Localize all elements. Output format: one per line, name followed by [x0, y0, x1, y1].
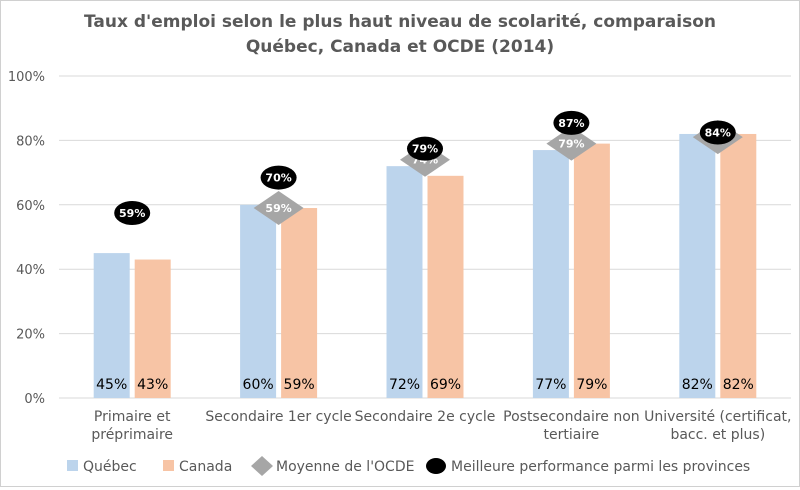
- bar-quebec: [386, 166, 423, 398]
- bar-value-label: 59%: [284, 377, 315, 393]
- y-tick-label: 0%: [24, 392, 45, 407]
- x-category-label: tertiaire: [544, 427, 600, 443]
- oecd-marker: [546, 126, 597, 161]
- y-tick-label: 80%: [16, 134, 45, 149]
- y-tick-label: 100%: [8, 70, 45, 85]
- bar-value-label: 82%: [723, 377, 754, 393]
- x-category-label: Primaire et: [94, 409, 171, 425]
- bar-canada: [134, 259, 171, 398]
- best-province-label: 87%: [558, 117, 584, 130]
- bar-value-label: 82%: [682, 377, 713, 393]
- chart-title-line-1: Taux d'emploi selon le plus haut niveau …: [84, 12, 716, 32]
- y-axis: 0% 20% 40% 60% 80% 100%: [8, 70, 45, 407]
- best-province-marker: [114, 201, 151, 226]
- bar-quebec: [679, 133, 716, 398]
- best-province-label: 70%: [265, 172, 291, 185]
- oecd-marker-label: 79%: [558, 138, 584, 151]
- best-province-label: 59%: [119, 207, 145, 220]
- bar-canada: [281, 208, 318, 398]
- bar-value-label: 45%: [96, 377, 127, 393]
- bar-quebec: [532, 150, 569, 398]
- oecd-marker-label: 59%: [265, 202, 291, 215]
- x-category-label: Secondaire 2e cycle: [355, 409, 496, 425]
- best-province-marker: [407, 136, 443, 161]
- legend-label: Meilleure performance parmi les province…: [451, 459, 750, 475]
- x-axis: Primaire et préprimaire Secondaire 1er cyc…: [91, 409, 791, 443]
- chart-title: Taux d'emploi selon le plus haut niveau …: [84, 12, 716, 57]
- legend-label: Moyenne de l'OCDE: [276, 459, 414, 475]
- best-province-marker: [260, 165, 297, 190]
- x-category-label: bacc. et plus): [670, 427, 765, 443]
- bar-value-label: 72%: [389, 377, 420, 393]
- legend-swatch: [251, 456, 273, 476]
- legend-label: Canada: [179, 459, 232, 475]
- best-province-label: 79%: [412, 143, 438, 156]
- x-category-label: Secondaire 1er cycle: [205, 409, 351, 425]
- y-tick-label: 60%: [16, 199, 45, 214]
- bar-quebec: [240, 204, 277, 398]
- y-tick-label: 40%: [16, 263, 45, 278]
- legend-swatch: [67, 460, 78, 471]
- bar-canada: [573, 143, 610, 398]
- bar-value-label: 43%: [137, 377, 168, 393]
- legend-swatch: [163, 460, 174, 471]
- y-tick-label: 20%: [16, 328, 45, 343]
- x-category-label: Postsecondaire non: [503, 409, 640, 425]
- x-category-label: Université (certificat,: [644, 409, 791, 425]
- markers: 59%59%70%74%79%79%87%81%84%: [114, 110, 743, 226]
- bar-canada: [427, 175, 464, 398]
- bar-value-label: 60%: [243, 377, 274, 393]
- bar-value-label: 69%: [430, 377, 461, 393]
- best-province-label: 84%: [705, 127, 731, 140]
- legend: Québec Canada Moyenne de l'OCDE Meilleure p…: [67, 456, 750, 476]
- bar-value-label: 77%: [535, 377, 566, 393]
- bar-value-label: 79%: [576, 377, 607, 393]
- best-province-marker: [699, 120, 736, 145]
- oecd-marker: [253, 191, 304, 226]
- legend-label: Québec: [83, 459, 137, 475]
- chart-title-line-2: Québec, Canada et OCDE (2014): [246, 37, 554, 57]
- x-category-label: préprimaire: [91, 427, 173, 443]
- bar-canada: [720, 133, 757, 398]
- bar-value-labels: 45% 43% 60% 59% 72% 69% 77% 79% 82% 82%: [96, 377, 754, 393]
- bar-quebec: [93, 253, 130, 398]
- legend-swatch: [426, 458, 446, 474]
- best-province-marker: [553, 110, 590, 135]
- bars: [93, 133, 757, 398]
